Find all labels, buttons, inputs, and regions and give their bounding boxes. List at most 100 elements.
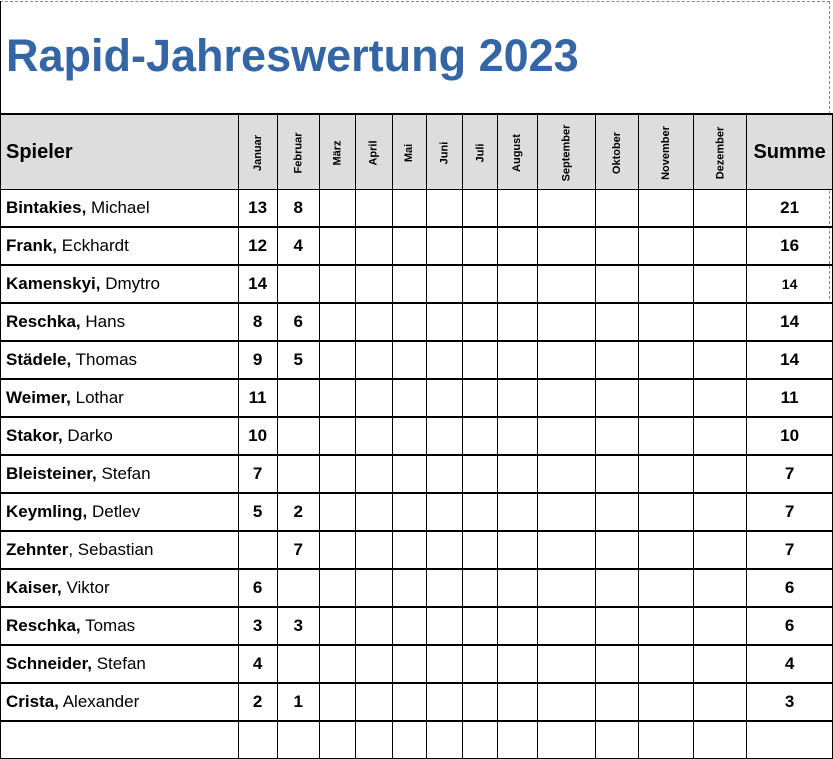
score-cell-dezember[interactable]	[692, 302, 748, 342]
score-cell-dezember[interactable]	[692, 264, 748, 304]
score-cell-märz[interactable]	[318, 226, 357, 266]
player-name-cell[interactable]: Bleisteiner, Stefan	[0, 454, 239, 494]
player-name-cell[interactable]	[0, 720, 239, 759]
sum-cell[interactable]: 6	[746, 606, 833, 646]
score-cell-februar[interactable]: 8	[276, 189, 320, 228]
player-name-cell[interactable]: Weimer, Lothar	[0, 378, 239, 418]
score-cell-august[interactable]	[497, 530, 538, 570]
header-month-7[interactable]: Juli	[462, 113, 499, 190]
sum-cell[interactable]: 6	[746, 568, 833, 608]
score-cell-juli[interactable]	[462, 720, 499, 759]
score-cell-oktober[interactable]	[594, 720, 639, 759]
score-cell-november[interactable]	[637, 264, 694, 304]
score-cell-dezember[interactable]	[692, 530, 748, 570]
score-cell-juli[interactable]	[462, 226, 499, 266]
score-cell-januar[interactable]: 7	[237, 454, 278, 494]
sum-cell[interactable]: 16	[746, 226, 833, 266]
score-cell-juli[interactable]	[462, 568, 499, 608]
player-name-cell[interactable]: Crista, Alexander	[0, 682, 239, 722]
score-cell-juli[interactable]	[462, 340, 499, 380]
score-cell-februar[interactable]	[276, 644, 320, 684]
score-cell-august[interactable]	[497, 264, 538, 304]
score-cell-september[interactable]	[536, 568, 596, 608]
score-cell-september[interactable]	[536, 378, 596, 418]
score-cell-januar[interactable]: 9	[237, 340, 278, 380]
score-cell-februar[interactable]: 1	[276, 682, 320, 722]
score-cell-juni[interactable]	[426, 454, 464, 494]
score-cell-juni[interactable]	[426, 378, 464, 418]
score-cell-april[interactable]	[355, 226, 393, 266]
sum-cell[interactable]: 7	[746, 454, 833, 494]
score-cell-dezember[interactable]	[692, 340, 748, 380]
score-cell-dezember[interactable]	[692, 416, 748, 456]
header-month-12[interactable]: Dezember	[692, 113, 748, 190]
player-name-cell[interactable]: Zehnter, Sebastian	[0, 530, 239, 570]
score-cell-oktober[interactable]	[594, 416, 639, 456]
score-cell-mai[interactable]	[391, 416, 428, 456]
score-cell-november[interactable]	[637, 454, 694, 494]
score-cell-mai[interactable]	[391, 302, 428, 342]
score-cell-august[interactable]	[497, 416, 538, 456]
score-cell-august[interactable]	[497, 340, 538, 380]
score-cell-april[interactable]	[355, 340, 393, 380]
score-cell-november[interactable]	[637, 189, 694, 228]
score-cell-november[interactable]	[637, 682, 694, 722]
score-cell-september[interactable]	[536, 682, 596, 722]
score-cell-april[interactable]	[355, 606, 393, 646]
score-cell-märz[interactable]	[318, 492, 357, 532]
player-name-cell[interactable]: Kaiser, Viktor	[0, 568, 239, 608]
score-cell-september[interactable]	[536, 492, 596, 532]
score-cell-november[interactable]	[637, 720, 694, 759]
score-cell-mai[interactable]	[391, 568, 428, 608]
header-month-10[interactable]: Oktober	[594, 113, 639, 190]
score-cell-november[interactable]	[637, 226, 694, 266]
score-cell-dezember[interactable]	[692, 568, 748, 608]
player-name-cell[interactable]: Keymling, Detlev	[0, 492, 239, 532]
score-cell-februar[interactable]: 4	[276, 226, 320, 266]
score-cell-februar[interactable]	[276, 264, 320, 304]
player-name-cell[interactable]: Kamenskyi, Dmytro	[0, 264, 239, 304]
score-cell-juni[interactable]	[426, 530, 464, 570]
score-cell-mai[interactable]	[391, 530, 428, 570]
score-cell-mai[interactable]	[391, 189, 428, 228]
score-cell-juli[interactable]	[462, 644, 499, 684]
score-cell-mai[interactable]	[391, 682, 428, 722]
score-cell-oktober[interactable]	[594, 492, 639, 532]
sum-cell[interactable]	[746, 720, 833, 759]
score-cell-dezember[interactable]	[692, 226, 748, 266]
score-cell-juni[interactable]	[426, 302, 464, 342]
score-cell-september[interactable]	[536, 720, 596, 759]
score-cell-mai[interactable]	[391, 226, 428, 266]
player-name-cell[interactable]: Reschka, Tomas	[0, 606, 239, 646]
score-cell-mai[interactable]	[391, 606, 428, 646]
score-cell-februar[interactable]	[276, 416, 320, 456]
score-cell-oktober[interactable]	[594, 226, 639, 266]
score-cell-märz[interactable]	[318, 530, 357, 570]
score-cell-august[interactable]	[497, 568, 538, 608]
score-cell-april[interactable]	[355, 644, 393, 684]
player-name-cell[interactable]: Bintakies, Michael	[0, 189, 239, 228]
score-cell-märz[interactable]	[318, 720, 357, 759]
score-cell-august[interactable]	[497, 720, 538, 759]
score-cell-juli[interactable]	[462, 416, 499, 456]
score-cell-juni[interactable]	[426, 264, 464, 304]
score-cell-april[interactable]	[355, 454, 393, 494]
score-cell-märz[interactable]	[318, 568, 357, 608]
score-cell-august[interactable]	[497, 226, 538, 266]
score-cell-januar[interactable]: 5	[237, 492, 278, 532]
header-month-9[interactable]: September	[536, 113, 596, 190]
score-cell-märz[interactable]	[318, 606, 357, 646]
score-cell-märz[interactable]	[318, 378, 357, 418]
score-cell-märz[interactable]	[318, 302, 357, 342]
player-name-cell[interactable]: Städele, Thomas	[0, 340, 239, 380]
score-cell-april[interactable]	[355, 568, 393, 608]
score-cell-märz[interactable]	[318, 340, 357, 380]
score-cell-november[interactable]	[637, 492, 694, 532]
score-cell-november[interactable]	[637, 378, 694, 418]
score-cell-april[interactable]	[355, 492, 393, 532]
score-cell-august[interactable]	[497, 682, 538, 722]
score-cell-oktober[interactable]	[594, 530, 639, 570]
score-cell-märz[interactable]	[318, 264, 357, 304]
score-cell-februar[interactable]	[276, 568, 320, 608]
score-cell-november[interactable]	[637, 302, 694, 342]
